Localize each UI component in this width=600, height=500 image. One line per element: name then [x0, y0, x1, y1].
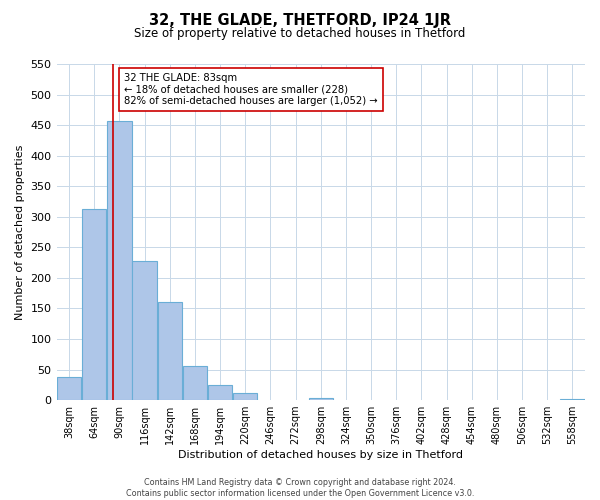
Bar	[233, 393, 257, 400]
Bar	[158, 302, 182, 400]
Y-axis label: Number of detached properties: Number of detached properties	[15, 144, 25, 320]
Bar	[107, 121, 131, 400]
Bar	[183, 366, 207, 400]
X-axis label: Distribution of detached houses by size in Thetford: Distribution of detached houses by size …	[178, 450, 463, 460]
Bar	[133, 261, 157, 400]
Bar	[57, 377, 82, 400]
Bar	[82, 210, 106, 400]
Bar	[308, 398, 333, 400]
Text: Contains HM Land Registry data © Crown copyright and database right 2024.
Contai: Contains HM Land Registry data © Crown c…	[126, 478, 474, 498]
Text: 32 THE GLADE: 83sqm
← 18% of detached houses are smaller (228)
82% of semi-detac: 32 THE GLADE: 83sqm ← 18% of detached ho…	[124, 73, 378, 106]
Text: Size of property relative to detached houses in Thetford: Size of property relative to detached ho…	[134, 28, 466, 40]
Bar	[208, 385, 232, 400]
Text: 32, THE GLADE, THETFORD, IP24 1JR: 32, THE GLADE, THETFORD, IP24 1JR	[149, 12, 451, 28]
Bar	[560, 399, 584, 400]
